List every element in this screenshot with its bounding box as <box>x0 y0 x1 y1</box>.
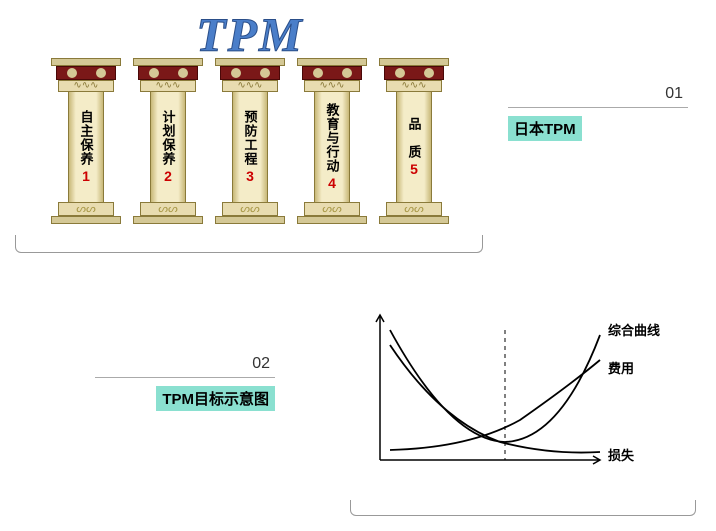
pillar-4: 教育与行动 4 <box>302 58 362 224</box>
pillar-cap-top <box>215 58 285 66</box>
section2-label: 02 TPM目标示意图 <box>95 355 275 411</box>
bracket-section1 <box>15 235 483 253</box>
pillar-label: 自主保养 <box>77 110 96 166</box>
pillar-shaft: 品 质 5 <box>396 92 432 202</box>
pillar-5: 品 质 5 <box>384 58 444 224</box>
pillar-number: 3 <box>246 168 254 184</box>
pillar-shaft: 计划保养 2 <box>150 92 186 202</box>
pillar-cap-deco <box>138 66 198 80</box>
pillar-cap-scroll <box>304 80 360 92</box>
pillar-3: 预防工程 3 <box>220 58 280 224</box>
pillar-label: 品 质 <box>405 117 424 159</box>
pillar-base-scroll <box>140 202 196 216</box>
pillar-base-scroll <box>304 202 360 216</box>
pillar-1: 自主保养 1 <box>56 58 116 224</box>
section2-number: 02 <box>95 355 275 373</box>
curve-label-综合曲线: 综合曲线 <box>608 320 660 339</box>
divider-2 <box>95 377 275 378</box>
pillar-label: 预防工程 <box>241 110 260 166</box>
pillar-cap-scroll <box>58 80 114 92</box>
pillar-shaft: 预防工程 3 <box>232 92 268 202</box>
pillar-cap-scroll <box>386 80 442 92</box>
tpm-pillars-section: TPM 自主保养 1 计划保养 2 预防工程 3 教育与行动 4 品 质 5 <box>15 8 485 258</box>
pillar-label: 教育与行动 <box>323 103 342 173</box>
pillar-number: 1 <box>82 168 90 184</box>
pillar-cap-top <box>297 58 367 66</box>
pillar-cap-top <box>379 58 449 66</box>
pillar-base <box>297 216 367 224</box>
pillar-label: 计划保养 <box>159 110 178 166</box>
section1-caption: 日本TPM <box>508 116 582 141</box>
pillar-base-scroll <box>222 202 278 216</box>
pillar-number: 2 <box>164 168 172 184</box>
pillar-shaft: 自主保养 1 <box>68 92 104 202</box>
curve-label-损失: 损失 <box>608 445 634 464</box>
pillar-cap-deco <box>384 66 444 80</box>
pillar-base-scroll <box>386 202 442 216</box>
pillar-cap-deco <box>220 66 280 80</box>
pillar-cap-scroll <box>222 80 278 92</box>
pillar-shaft: 教育与行动 4 <box>314 92 350 202</box>
pillar-cap-deco <box>56 66 116 80</box>
pillar-cap-top <box>133 58 203 66</box>
pillar-base <box>133 216 203 224</box>
curve-label-费用: 费用 <box>608 358 634 377</box>
tpm-title: TPM <box>15 8 485 63</box>
pillar-base <box>215 216 285 224</box>
pillar-base-scroll <box>58 202 114 216</box>
section2-caption: TPM目标示意图 <box>156 386 275 411</box>
tpm-goal-chart-section: 综合曲线费用损失 <box>350 300 700 510</box>
divider-1 <box>508 107 688 108</box>
section1-label: 01 日本TPM <box>508 85 688 141</box>
pillar-cap-deco <box>302 66 362 80</box>
goal-chart: 综合曲线费用损失 <box>350 300 670 480</box>
pillar-number: 4 <box>328 175 336 191</box>
section1-number: 01 <box>508 85 688 103</box>
pillar-base <box>51 216 121 224</box>
pillar-cap-scroll <box>140 80 196 92</box>
pillar-2: 计划保养 2 <box>138 58 198 224</box>
bracket-section2 <box>350 500 696 516</box>
pillar-number: 5 <box>410 161 418 177</box>
pillar-base <box>379 216 449 224</box>
pillar-cap-top <box>51 58 121 66</box>
pillars-row: 自主保养 1 计划保养 2 预防工程 3 教育与行动 4 品 质 5 <box>15 58 485 224</box>
